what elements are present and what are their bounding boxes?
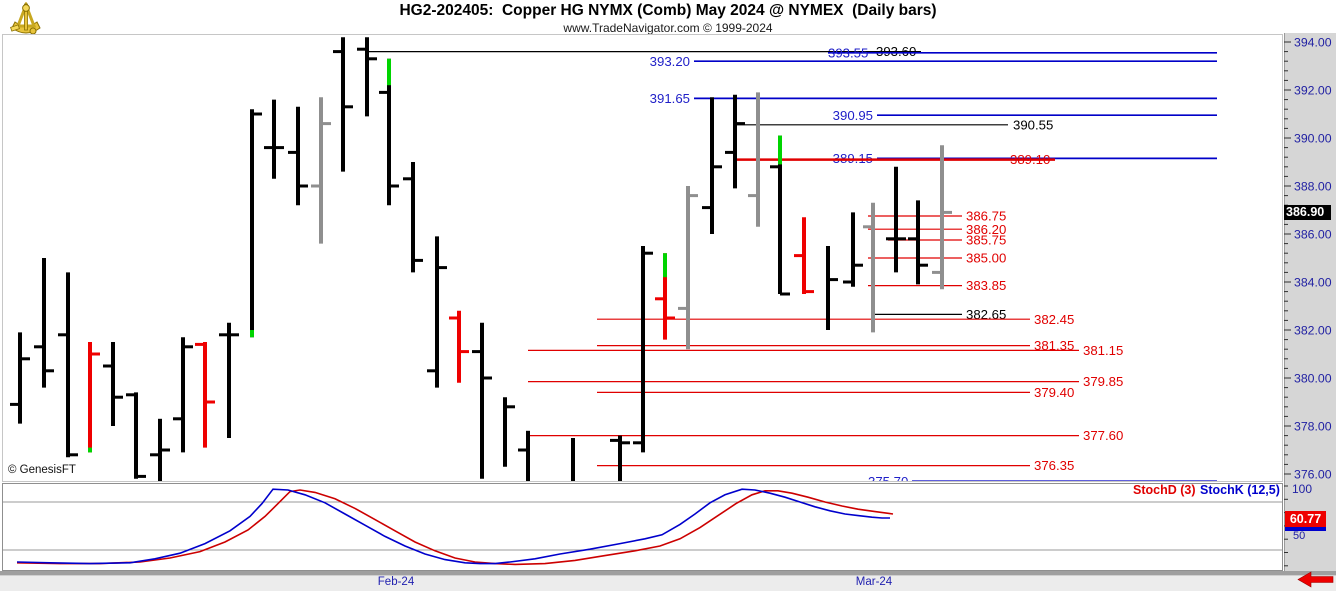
stoch-scale-top: 100 (1292, 482, 1313, 496)
date-axis[interactable]: Feb-24 Mar-24 (0, 571, 1336, 591)
last-price-badge: 386.90 (1284, 205, 1331, 220)
stoch-value-underline (1285, 527, 1326, 531)
stochastic-panel[interactable] (2, 483, 1283, 571)
chart-title: HG2-202405: Copper HG NYMX (Comb) May 20… (399, 2, 937, 19)
genesisft-copyright: © GenesisFT (8, 464, 76, 476)
stochd-legend-label: StochD (3) (1133, 483, 1196, 497)
date-label: Mar-24 (855, 576, 893, 588)
price-chart-panel[interactable] (2, 34, 1283, 482)
price-axis[interactable] (1284, 33, 1336, 571)
chart-subtitle: www.TradeNavigator.com © 1999-2024 (563, 21, 773, 35)
scroll-left-arrow-icon[interactable] (1297, 571, 1334, 588)
date-label: Feb-24 (377, 576, 415, 588)
stoch-scale-mid: 50 (1293, 530, 1306, 542)
stoch-value-badge: 60.77 (1285, 511, 1326, 527)
stochk-legend-label: StochK (12,5) (1200, 483, 1280, 497)
